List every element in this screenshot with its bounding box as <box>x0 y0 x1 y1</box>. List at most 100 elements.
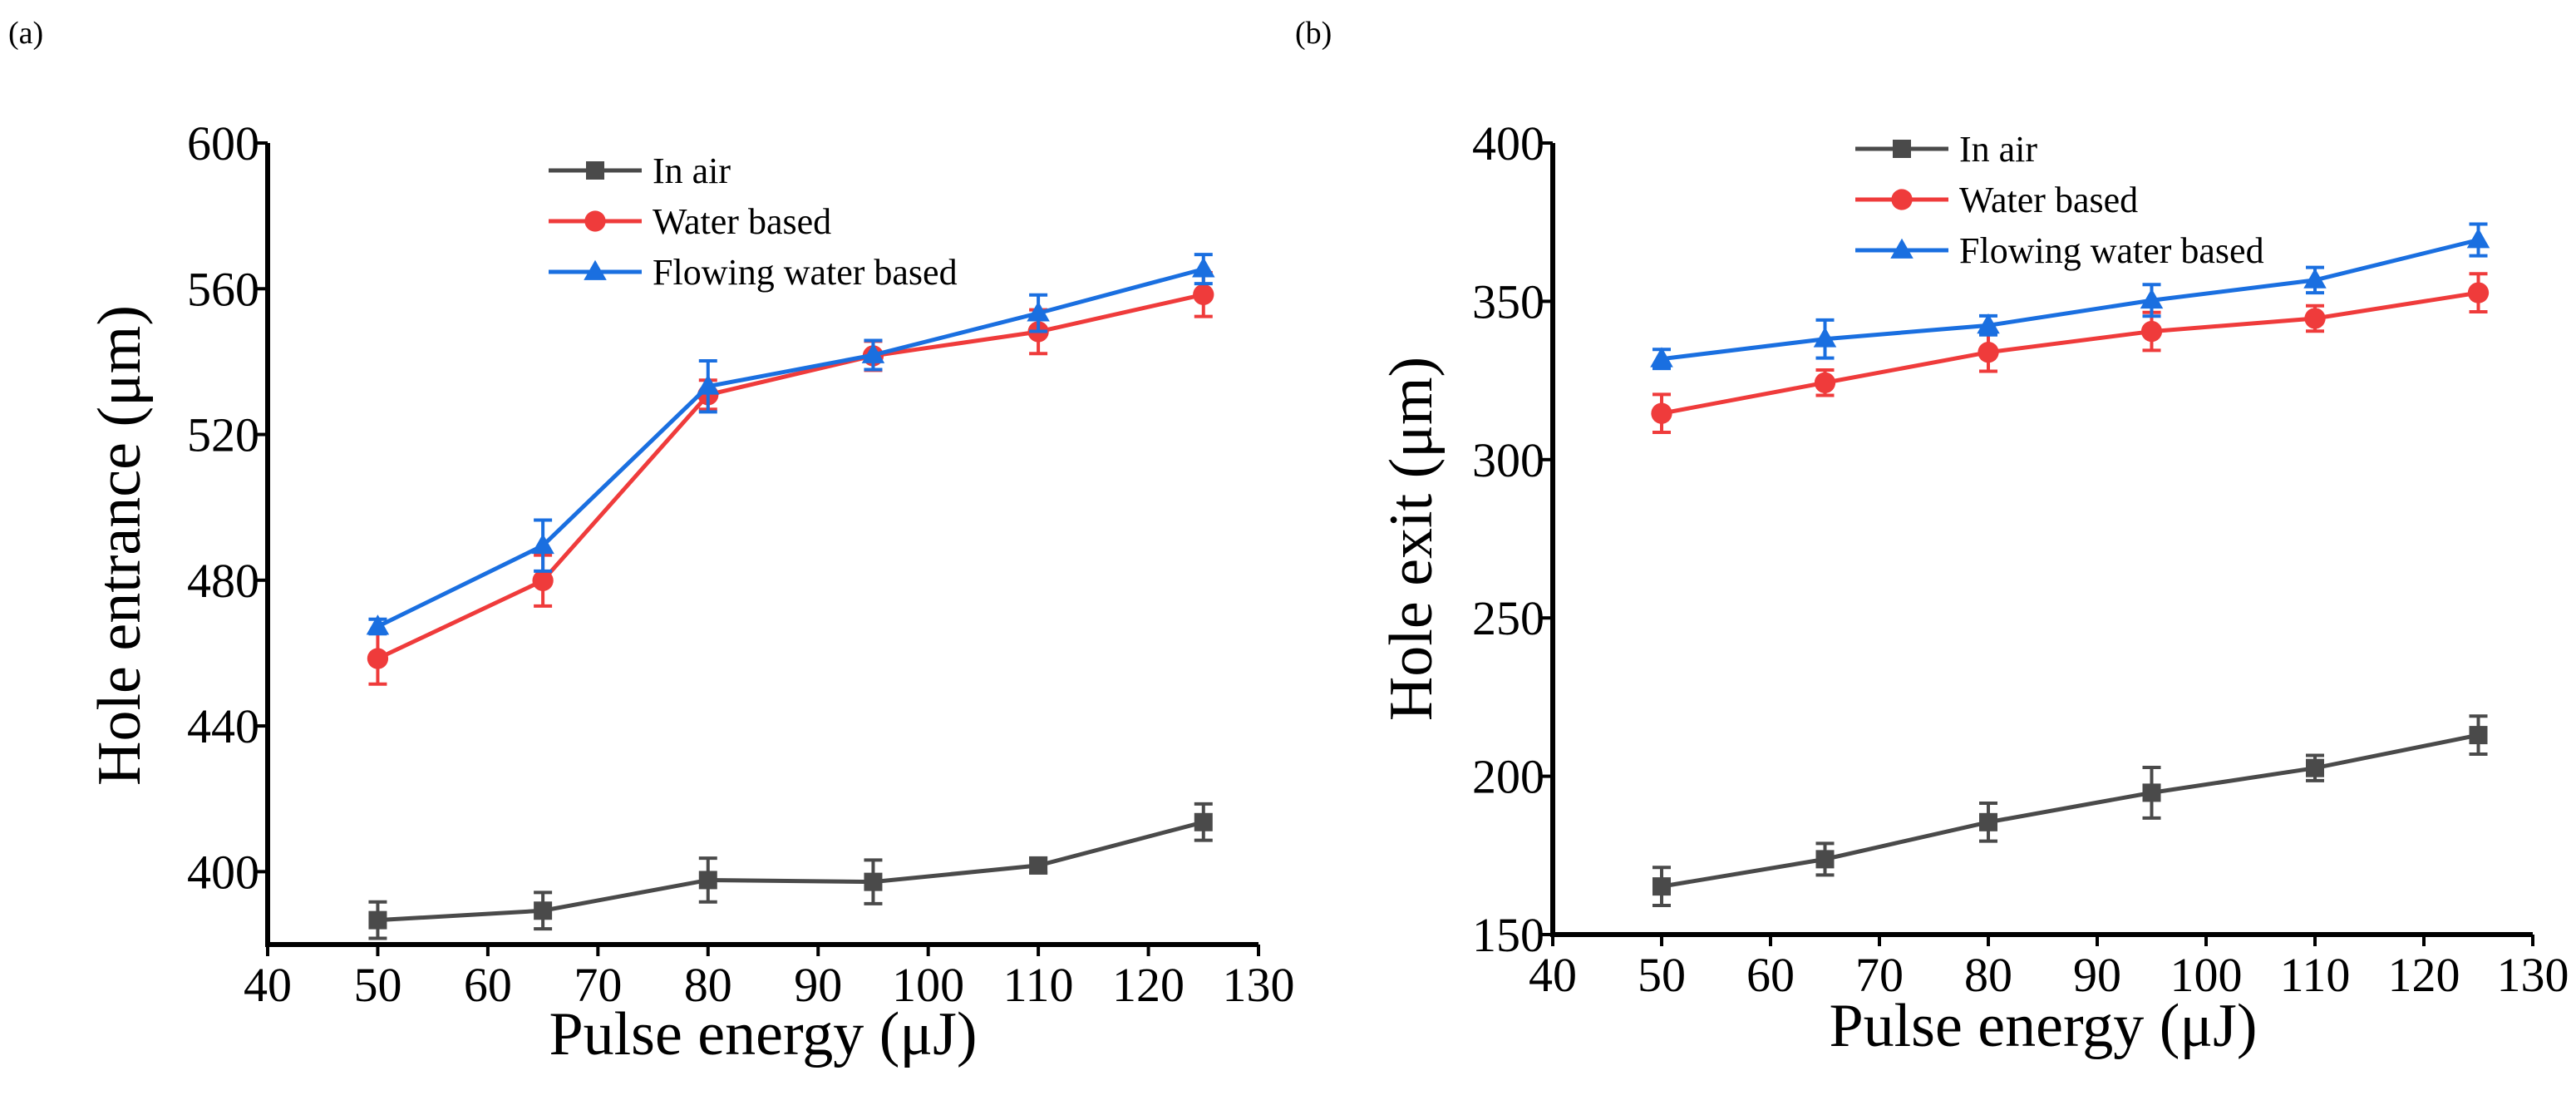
square-marker <box>1194 812 1213 831</box>
x-tick-label: 80 <box>1964 948 2012 1002</box>
triangle-marker <box>1192 257 1215 278</box>
legend-entry: Flowing water based <box>549 252 958 293</box>
x-tick-label: 130 <box>1223 958 1295 1012</box>
circle-marker <box>584 210 606 232</box>
square-marker <box>698 871 717 890</box>
square-marker <box>864 872 883 891</box>
legend-label: Water based <box>653 201 831 242</box>
triangle-marker <box>2466 228 2490 249</box>
panel-b: (b) Hole exit (μm) Pulse energy (μJ) 40 5… <box>1295 16 2569 1060</box>
legend-label: In air <box>653 150 731 191</box>
square-marker <box>1029 856 1048 875</box>
y-tick-label: 150 <box>1472 908 1544 962</box>
x-tick-label: 120 <box>1112 958 1185 1012</box>
circle-marker <box>367 648 389 669</box>
triangle-marker <box>697 374 720 395</box>
y-tick-label: 440 <box>187 699 259 753</box>
x-tick-label: 100 <box>892 958 964 1012</box>
circle-marker <box>2467 282 2490 303</box>
series-line <box>1661 238 2480 362</box>
square-marker <box>1652 877 1671 896</box>
x-tick-label: 40 <box>244 958 292 1012</box>
x-tick-label: 70 <box>1855 948 1904 1002</box>
y-axis-label: Hole exit (μm) <box>1377 357 1446 721</box>
series-in-air <box>1652 714 2488 907</box>
x-tick-label: 80 <box>684 958 732 1012</box>
triangle-marker <box>1650 347 1673 368</box>
square-marker <box>2306 758 2324 777</box>
legend-label: Flowing water based <box>1959 230 2264 271</box>
x-tick-label: 90 <box>2073 948 2121 1002</box>
y-tick-label: 200 <box>1472 750 1544 804</box>
x-tick-label: 40 <box>1529 948 1577 1002</box>
x-axis-label: Pulse energy (μJ) <box>1829 992 2257 1060</box>
square-marker <box>368 910 387 930</box>
circle-marker <box>532 570 554 591</box>
legend-entry: Water based <box>1855 180 2138 220</box>
legend-label: In air <box>1959 129 2037 170</box>
x-tick-label: 50 <box>353 958 401 1012</box>
y-tick-label: 350 <box>1472 274 1544 328</box>
y-tick-label: 480 <box>187 554 259 608</box>
x-tick-label: 120 <box>2388 948 2460 1002</box>
legend-label: Water based <box>1959 180 2138 220</box>
triangle-marker <box>861 343 885 363</box>
triangle-marker <box>584 259 607 280</box>
series-line <box>1661 290 2479 416</box>
panel-a: (a) Hole entrance (μm) Pulse energy (μJ)… <box>8 16 1295 1068</box>
triangle-marker <box>2140 288 2164 309</box>
y-axis-label: Hole entrance (μm) <box>86 305 154 786</box>
series-water-based <box>1651 272 2490 435</box>
series-flowing-water-based <box>366 253 1215 636</box>
circle-marker <box>1814 372 1836 393</box>
series-line <box>377 292 1204 661</box>
y-tick-label: 400 <box>187 845 259 899</box>
square-marker <box>534 901 553 920</box>
triangle-marker <box>2303 268 2327 289</box>
circle-marker <box>1891 189 1913 210</box>
circle-marker <box>1651 402 1672 424</box>
series-in-air <box>368 802 1213 940</box>
x-tick-label: 110 <box>2280 948 2351 1002</box>
x-tick-label: 60 <box>1746 948 1795 1002</box>
legend-entry: Water based <box>549 201 831 242</box>
circle-marker <box>1193 284 1214 305</box>
series-line <box>1661 733 2479 889</box>
x-tick-label: 70 <box>574 958 622 1012</box>
x-axis-label: Pulse energy (μJ) <box>549 1000 977 1068</box>
y-tick-label: 600 <box>187 116 259 170</box>
y-tick-label: 400 <box>1472 116 1544 170</box>
y-tick-label: 250 <box>1472 591 1544 645</box>
legend-label: Flowing water based <box>653 252 958 293</box>
x-tick-label: 110 <box>1003 958 1074 1012</box>
series-flowing-water-based <box>1650 222 2490 371</box>
square-marker <box>1893 140 1911 158</box>
triangle-marker <box>1890 238 1914 259</box>
square-marker <box>1979 812 1997 831</box>
triangle-marker <box>1977 313 2000 334</box>
triangle-marker <box>1813 327 1837 348</box>
triangle-marker <box>1027 301 1050 322</box>
circle-marker <box>2304 308 2326 329</box>
circle-marker <box>2140 320 2163 343</box>
x-tick-label: 60 <box>464 958 512 1012</box>
x-tick-label: 50 <box>1638 948 1686 1002</box>
square-marker <box>2469 726 2488 745</box>
square-marker <box>2142 783 2161 802</box>
series-water-based <box>367 270 1214 686</box>
legend-entry: In air <box>549 150 731 191</box>
y-tick-label: 520 <box>187 408 259 462</box>
y-tick-label: 560 <box>187 262 259 316</box>
triangle-marker <box>366 614 390 635</box>
triangle-marker <box>531 533 554 555</box>
series-line <box>377 267 1204 629</box>
square-marker <box>1815 850 1835 869</box>
x-tick-label: 90 <box>794 958 842 1012</box>
panel-label: (b) <box>1295 16 1332 51</box>
x-tick-label: 130 <box>2497 948 2569 1002</box>
legend-entry: Flowing water based <box>1855 230 2264 271</box>
series-line <box>377 820 1204 923</box>
legend-entry: In air <box>1855 129 2037 170</box>
x-tick-label: 100 <box>2170 948 2243 1002</box>
